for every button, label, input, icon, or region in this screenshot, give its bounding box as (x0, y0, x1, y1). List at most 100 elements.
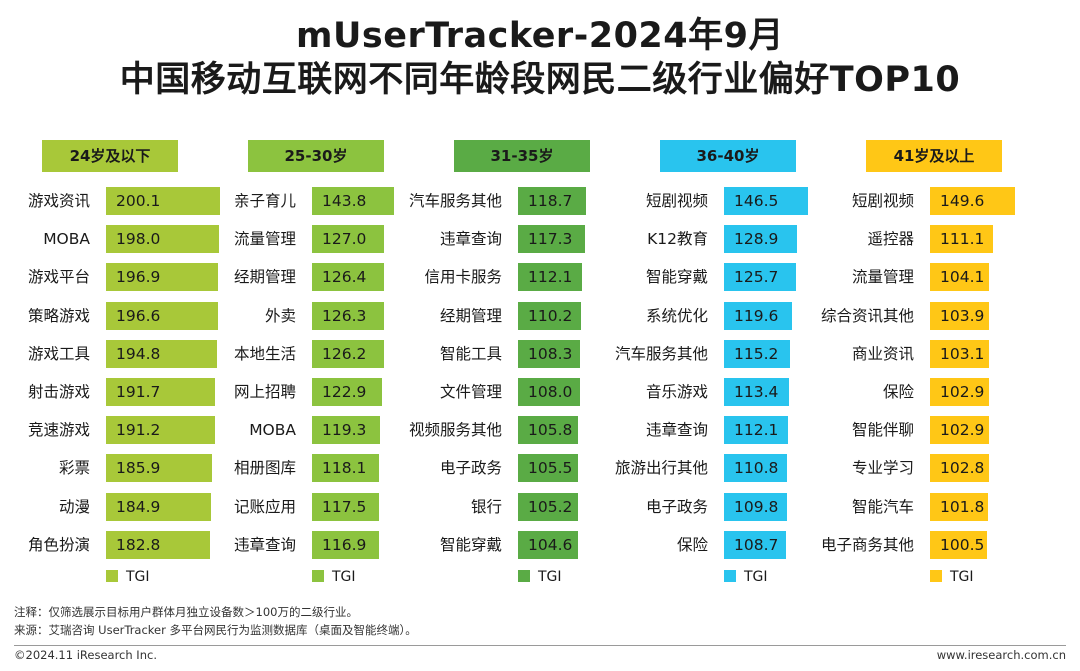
bar: 105.2 (518, 492, 578, 521)
category-label: 动漫 (58, 497, 90, 516)
category-label: 游戏资讯 (27, 192, 90, 210)
legend-swatch (930, 570, 942, 582)
bar-row: 汽车服务其他 118.7 (409, 187, 636, 215)
value-label: 184.9 (116, 497, 161, 516)
bar-row: K12教育 128.9 (632, 225, 842, 254)
bar: 119.6 (724, 301, 792, 330)
bar: 125.7 (724, 263, 796, 292)
category-label: 商业资讯 (851, 344, 914, 363)
footer-divider (14, 645, 1066, 646)
legend-swatch (106, 570, 118, 582)
value-label: 105.8 (528, 421, 573, 440)
category-label: 综合资讯其他 (820, 306, 914, 325)
value-label: 104.1 (940, 268, 985, 287)
bar: 110.2 (518, 301, 581, 330)
bar-row: 音乐游戏 113.4 (632, 378, 842, 406)
value-label: 122.9 (322, 383, 367, 401)
bar: 100.5 (930, 530, 987, 559)
category-label: 短剧视频 (645, 192, 708, 210)
group-header: 41岁及以上 (866, 140, 1002, 172)
value-label: 143.8 (322, 192, 367, 210)
bar: 118.7 (518, 187, 586, 215)
bar-row: 商业资讯 103.1 (838, 339, 1048, 368)
bar-row: 亲子育儿 143.8 (220, 187, 430, 215)
bar-row: 电子政务 109.8 (632, 492, 842, 521)
bar: 112.1 (724, 416, 788, 445)
category-label: 智能穿戴 (439, 535, 502, 554)
bar: 200.1 (106, 187, 220, 215)
bar: 104.6 (518, 530, 578, 559)
bar: 126.3 (312, 301, 384, 330)
value-label: 194.8 (116, 344, 161, 363)
bar-row: 电子政务 105.5 (426, 454, 636, 483)
bar: 191.2 (106, 416, 215, 445)
bar: 196.6 (106, 301, 218, 330)
value-label: 119.6 (734, 306, 779, 325)
panel-4: 36-40岁 短剧视频 146.5 K12教育 128.9 智能穿戴 125.7 系统优化 11… (615, 140, 842, 595)
bar-row: 短剧视频 146.5 (632, 187, 842, 215)
bar: 115.2 (724, 339, 790, 368)
category-label: 射击游戏 (27, 383, 90, 401)
value-label: 102.9 (940, 421, 985, 440)
value-label: 116.9 (322, 535, 367, 554)
bar-row: 网上招聘 122.9 (220, 378, 430, 406)
panel-2: 25-30岁 亲子育儿 143.8 流量管理 127.0 经期管理 126.4 外卖 126.3… (220, 140, 430, 595)
legend-swatch (312, 570, 324, 582)
bar: 117.3 (518, 225, 585, 254)
category-label: 汽车服务其他 (408, 192, 502, 210)
value-label: 118.1 (322, 459, 367, 478)
value-label: 101.8 (940, 497, 985, 516)
category-label: 违章查询 (233, 535, 296, 554)
bar-row: 违章查询 112.1 (632, 416, 842, 445)
value-label: 108.3 (528, 344, 573, 363)
bar-row: 游戏工具 194.8 (14, 339, 224, 368)
bar: 146.5 (724, 187, 808, 215)
value-label: 182.8 (116, 535, 161, 554)
bar-row: 智能汽车 101.8 (838, 492, 1048, 521)
bar-row: 保险 102.9 (838, 378, 1048, 406)
category-label: 智能伴聊 (851, 421, 914, 440)
category-label: 违章查询 (645, 421, 708, 440)
bar-row: 经期管理 110.2 (426, 301, 636, 330)
value-label: 127.0 (322, 230, 367, 249)
category-label: 经期管理 (233, 268, 296, 287)
bar-row: 电子商务其他 100.5 (821, 530, 1048, 559)
bar: 105.5 (518, 454, 578, 483)
value-label: 198.0 (116, 230, 161, 249)
legend-label: TGI (332, 569, 356, 585)
value-label: 104.6 (528, 535, 573, 554)
legend-label: TGI (538, 569, 562, 585)
legend-swatch (724, 570, 736, 582)
legend-label: TGI (126, 569, 150, 585)
value-label: 100.5 (940, 535, 985, 554)
bar-row: 流量管理 104.1 (838, 263, 1048, 292)
value-label: 103.1 (940, 344, 985, 363)
legend: TGI (930, 567, 974, 587)
bar-row: 智能伴聊 102.9 (838, 416, 1048, 445)
bar-row: 记账应用 117.5 (220, 492, 430, 521)
bar-row: 游戏资讯 200.1 (14, 187, 224, 215)
category-label: 信用卡服务 (424, 268, 502, 287)
value-label: 112.1 (734, 421, 779, 440)
bar-row: 外卖 126.3 (220, 301, 430, 330)
bar: 185.9 (106, 454, 212, 483)
value-label: 109.8 (734, 497, 779, 516)
category-label: 电子商务其他 (820, 535, 914, 554)
title-line-1: mUserTracker-2024年9月 (295, 16, 784, 56)
category-label: 汽车服务其他 (614, 344, 708, 363)
category-label: 策略游戏 (27, 306, 90, 325)
footer-note: 注释：仅筛选展示目标用户群体月独立设备数＞100万的二级行业。 (14, 605, 358, 619)
bar: 110.8 (724, 454, 787, 483)
category-label: 音乐游戏 (645, 383, 708, 401)
bar-row: 短剧视频 149.6 (838, 187, 1048, 215)
value-label: 126.3 (322, 306, 367, 325)
category-label: 经期管理 (439, 306, 502, 325)
value-label: 191.7 (116, 383, 161, 401)
category-label: 视频服务其他 (408, 421, 502, 440)
bar-row: 游戏平台 196.9 (14, 263, 224, 292)
bar: 194.8 (106, 339, 217, 368)
chart-title: mUserTracker-2024年9月 中国移动互联网不同年龄段网民二级行业偏… (0, 14, 1080, 102)
category-label: MOBA (43, 230, 90, 249)
bar: 116.9 (312, 530, 379, 559)
value-label: 110.8 (734, 459, 779, 478)
